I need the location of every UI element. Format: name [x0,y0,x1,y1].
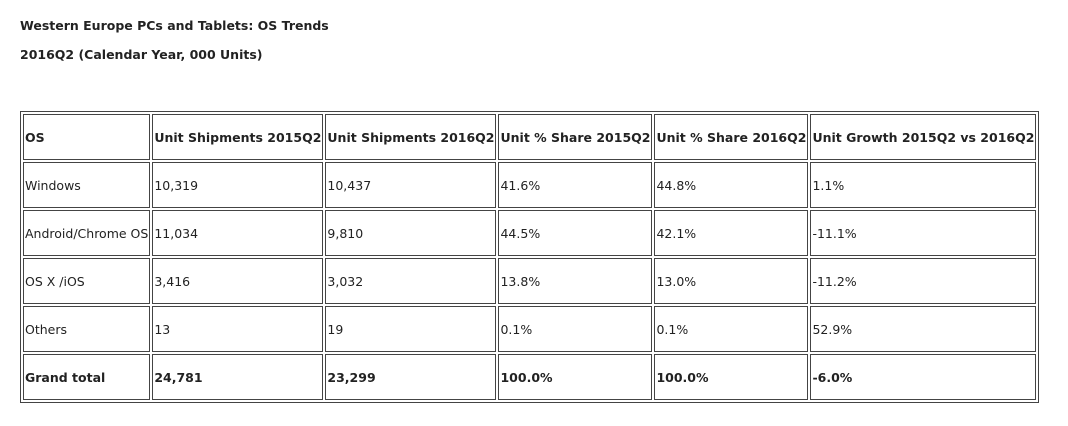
table-cell: 1.1% [810,162,1037,208]
table-cell: Unit % Share 2016Q2 [654,114,809,160]
table-cell: 0.1% [654,306,809,352]
table-cell: 3,416 [152,258,324,304]
os-table: OS Unit Shipments 2015Q2 Unit Shipments 20… [20,111,1040,403]
table-cell: Others [23,306,151,352]
table-cell: -11.1% [810,210,1037,256]
table-cell: -11.2% [810,258,1037,304]
table-row: OS X /iOS 3,416 3,032 13.8% 13.0% -11.2% [23,258,1037,304]
subtitle: 2016Q2 (Calendar Year, 000 Units) [20,47,263,62]
table-cell: 44.5% [498,210,653,256]
table-cell: 11,034 [152,210,324,256]
table-cell: Unit Shipments 2015Q2 [152,114,324,160]
table-cell: 3,032 [325,258,497,304]
table-cell: 19 [325,306,497,352]
table-row: Android/Chrome OS 11,034 9,810 44.5% 42.1% -1… [23,210,1037,256]
table-cell: 0.1% [498,306,653,352]
table-cell: 24,781 [152,354,324,400]
table-row: Others 13 19 0.1% 0.1% 52.9% [23,306,1037,352]
table-row: Grand total 24,781 23,299 100.0% 100.0% -6.0% [23,354,1037,400]
table-cell: Unit Shipments 2016Q2 [325,114,497,160]
table-row: Windows 10,319 10,437 41.6% 44.8% 1.1% [23,162,1037,208]
title: Western Europe PCs and Tablets: OS Trend… [20,18,329,33]
table-cell: 44.8% [654,162,809,208]
table-cell: Grand total [23,354,151,400]
table-body: OS Unit Shipments 2015Q2 Unit Shipments 20… [23,114,1037,400]
table-cell: Windows [23,162,151,208]
table-cell: 9,810 [325,210,497,256]
table-cell: 13.8% [498,258,653,304]
table-cell: OS [23,114,151,160]
table-cell: OS X /iOS [23,258,151,304]
table-cell: 13 [152,306,324,352]
table-cell: 10,319 [152,162,324,208]
table-cell: -6.0% [810,354,1037,400]
table-cell: 23,299 [325,354,497,400]
table-cell: 100.0% [654,354,809,400]
table-cell: 13.0% [654,258,809,304]
table-cell: 41.6% [498,162,653,208]
table-cell: 42.1% [654,210,809,256]
table-row: OS Unit Shipments 2015Q2 Unit Shipments 20… [23,114,1037,160]
table-cell: 10,437 [325,162,497,208]
table-cell: Unit % Share 2015Q2 [498,114,653,160]
table-cell: 52.9% [810,306,1037,352]
table-cell: Android/Chrome OS [23,210,151,256]
table-cell: Unit Growth 2015Q2 vs 2016Q2 [810,114,1037,160]
table-cell: 100.0% [498,354,653,400]
